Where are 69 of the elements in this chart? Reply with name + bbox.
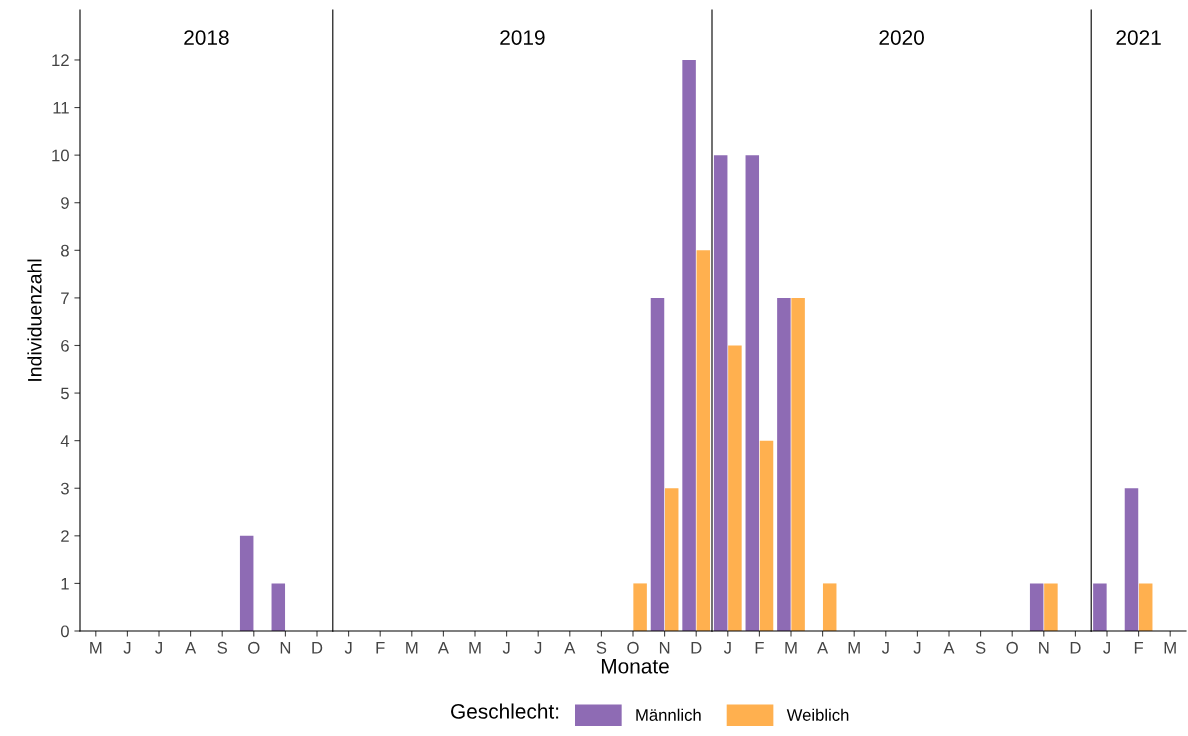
- x-tick-label: J: [502, 642, 510, 654]
- y-tick-label: 3: [60, 482, 69, 495]
- x-tick-label: J: [913, 642, 921, 654]
- x-tick-label: O: [627, 641, 639, 654]
- text: 2018: [184, 30, 229, 45]
- x-tick-label: J: [123, 642, 131, 654]
- x-tick-label: M: [785, 642, 797, 654]
- y-tick-label: 7: [61, 292, 69, 304]
- x-tick-label: D: [312, 642, 323, 654]
- bar: [745, 155, 760, 631]
- legend-label: Männlich: [636, 708, 701, 721]
- y-tick-label: 11: [53, 102, 69, 114]
- bar: [633, 583, 647, 631]
- bar: [822, 583, 837, 631]
- bar: [664, 488, 679, 631]
- y-tick-label: 10: [52, 149, 69, 162]
- x-tick-label: M: [90, 642, 102, 654]
- x-tick-label: N: [1039, 642, 1049, 654]
- x-tick-label: S: [975, 641, 986, 654]
- text: 2021: [1116, 30, 1161, 45]
- x-tick-label: J: [344, 642, 352, 654]
- x-tick-label: J: [881, 642, 889, 654]
- bar: [777, 297, 791, 631]
- y-tick-label: 1: [61, 577, 69, 590]
- y-tick-label: 6: [61, 339, 69, 352]
- x-tick-label: F: [1134, 642, 1144, 654]
- y-tick-label: 5: [60, 387, 69, 400]
- x-tick-label: O: [248, 641, 260, 654]
- y-tick-label: 9: [61, 197, 69, 209]
- y-tick-label: 4: [60, 435, 70, 447]
- x-tick-label: N: [659, 642, 670, 654]
- x-tick-label: A: [437, 642, 449, 654]
- x-tick-label: F: [376, 642, 385, 654]
- x-tick-label: N: [280, 642, 291, 654]
- bar: [650, 297, 665, 631]
- y-tick-label: 0: [60, 625, 69, 638]
- x-tick-label: J: [534, 642, 542, 654]
- y-tick-label: 2: [61, 530, 69, 542]
- x-tick-label: J: [723, 642, 731, 654]
- x-tick-label: S: [217, 641, 227, 654]
- legend-label: Weiblich: [786, 708, 849, 721]
- y-axis-title: Individuenzahl: [27, 259, 42, 381]
- x-tick-label: A: [817, 642, 829, 654]
- x-tick-label: A: [185, 642, 197, 654]
- bar: [728, 345, 742, 631]
- x-tick-label: A: [564, 642, 576, 654]
- text: 2019: [500, 30, 545, 45]
- bar: [791, 297, 805, 631]
- x-axis-title: Monate: [601, 659, 669, 674]
- x-tick-label: D: [691, 642, 702, 654]
- x-tick-label: D: [1070, 642, 1081, 654]
- text: 2020: [879, 30, 924, 45]
- bar: [682, 59, 696, 631]
- x-tick-label: J: [1103, 642, 1110, 654]
- x-tick-label: O: [1006, 641, 1018, 654]
- bar: [1044, 583, 1058, 631]
- x-tick-label: A: [943, 642, 955, 654]
- x-tick-label: M: [406, 642, 418, 654]
- x-tick-label: M: [1164, 642, 1176, 654]
- legend-title: Geschlecht:: [451, 703, 559, 719]
- x-tick-label: F: [755, 642, 764, 654]
- x-tick-label: S: [596, 641, 607, 654]
- x-tick-label: M: [469, 642, 481, 654]
- bar: [1029, 583, 1044, 631]
- y-tick-label: 12: [52, 54, 69, 66]
- x-tick-label: J: [155, 642, 162, 654]
- x-tick-label: M: [848, 642, 860, 654]
- y-tick-label: 8: [61, 244, 69, 257]
- bar: [759, 440, 774, 631]
